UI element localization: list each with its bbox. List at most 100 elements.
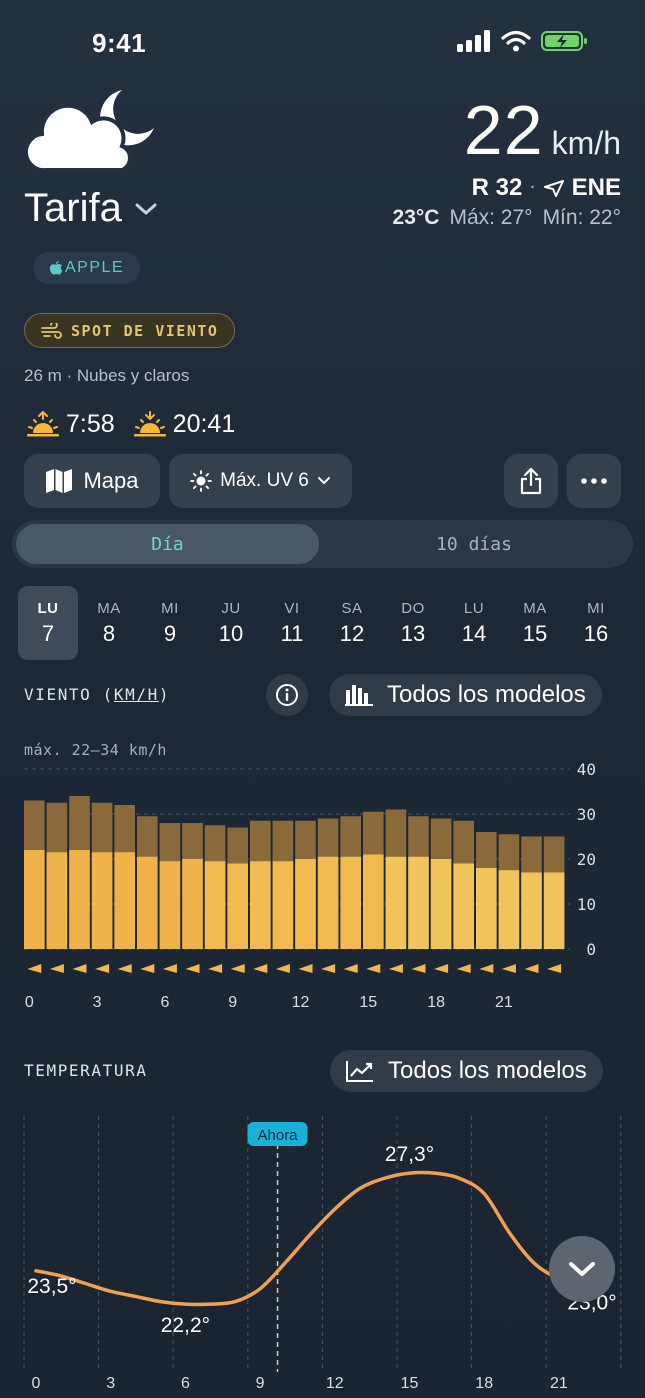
day-item[interactable]: MI 16 [566, 586, 626, 660]
y-tick-label: 30 [577, 805, 596, 824]
wind-models-label: Todos los modelos [387, 681, 586, 708]
day-number: 14 [461, 620, 487, 646]
wind-bar [385, 856, 407, 949]
wind-bar [408, 856, 429, 949]
day-item[interactable]: LU 14 [444, 586, 504, 660]
day-item[interactable]: MA 8 [79, 586, 139, 660]
partly-cloudy-night-icon [26, 90, 154, 172]
wind-bar [91, 852, 113, 949]
wind-bar [430, 859, 452, 949]
y-tick-label: 0 [586, 940, 596, 959]
scroll-down-button[interactable] [549, 1236, 615, 1302]
wind-bar [204, 861, 226, 949]
map-button[interactable]: Mapa [24, 454, 160, 508]
direction-arrow [275, 964, 290, 973]
more-icon [581, 478, 607, 484]
wind-speed-unit: km/h [551, 125, 621, 161]
wind-bar [363, 854, 384, 949]
bar-chart-icon [345, 685, 373, 706]
current-wind: 22 km/h [464, 90, 621, 170]
chevron-down-icon [317, 477, 330, 485]
status-icons [457, 30, 589, 52]
day-item[interactable]: VI 11 [262, 586, 322, 660]
wind-bar [521, 872, 542, 949]
day-number: 15 [522, 620, 548, 646]
day-item[interactable]: DO 13 [383, 586, 443, 660]
tab-10-days[interactable]: 10 días [436, 533, 512, 555]
wind-bar [272, 861, 294, 949]
direction-arrow [185, 964, 200, 973]
x-tick-label: 18 [427, 994, 445, 1011]
sun-icon [190, 470, 213, 492]
x-tick-label: 6 [160, 994, 169, 1011]
wind-title-text: VIENTO ( [24, 685, 114, 704]
direction-arrow [253, 964, 268, 973]
wind-title-end: ) [158, 685, 171, 704]
temp-models-button[interactable]: Todos los modelos [330, 1050, 603, 1092]
wind-unit-link[interactable]: KM/H [113, 685, 159, 704]
x-tick-label: 0 [32, 1375, 41, 1392]
day-number: 13 [400, 620, 426, 646]
separator-dot: · [530, 179, 536, 196]
direction-arrow [298, 964, 313, 973]
wind-bar [46, 852, 68, 949]
direction-arrow [343, 964, 358, 973]
y-tick-label: 40 [577, 760, 596, 779]
day-number: 9 [163, 620, 177, 646]
direction-arrow [479, 964, 494, 973]
direction-arrow [321, 964, 336, 973]
source-badge-label: APPLE [65, 259, 125, 276]
day-name: MI [161, 599, 179, 617]
info-button[interactable] [266, 674, 308, 716]
day-name: DO [401, 599, 425, 617]
tab-day[interactable]: Día [16, 524, 319, 564]
wind-bar [295, 859, 316, 949]
temp-row: 23°C Máx: 27° Mín: 22° [393, 206, 621, 230]
direction-arrow [411, 964, 426, 973]
day-number: 7 [41, 620, 55, 646]
temperature-line [34, 1170, 586, 1307]
direction-arrow [95, 964, 110, 973]
x-tick-label: 12 [292, 994, 310, 1011]
share-button[interactable] [504, 454, 558, 508]
sunset: 20:41 [133, 410, 235, 439]
direction-arrow [366, 964, 381, 973]
day-number: 16 [583, 620, 609, 646]
direction-arrow [49, 964, 64, 973]
wind-bar [340, 856, 361, 949]
day-item[interactable]: JU 10 [201, 586, 261, 660]
direction-arrow [117, 964, 132, 973]
direction-arrow [27, 964, 42, 973]
y-tick-label: 20 [577, 850, 596, 869]
direction-arrow [230, 964, 245, 973]
day-item[interactable]: SA 12 [322, 586, 382, 660]
direction-arrow [208, 964, 223, 973]
location-selector[interactable]: Tarifa [24, 186, 158, 231]
day-number: 10 [218, 620, 244, 646]
x-tick-label: 9 [228, 994, 237, 1011]
day-number: 8 [102, 620, 116, 646]
sunrise-time: 7:58 [66, 410, 115, 438]
direction-arrow [524, 964, 539, 973]
now-badge [247, 1122, 308, 1146]
day-item[interactable]: MI 9 [140, 586, 200, 660]
sunrise-icon [27, 410, 59, 436]
wind-direction-arrow-icon [543, 180, 564, 197]
wind-bar [498, 870, 520, 949]
day-item[interactable]: MA 15 [505, 586, 565, 660]
wind-section-title: VIENTO (KM/H) [24, 685, 170, 704]
x-tick-label: 18 [475, 1375, 493, 1392]
wind-bar [182, 859, 203, 949]
temp-models-label: Todos los modelos [388, 1057, 587, 1084]
temperature-label: 27,3° [385, 1143, 434, 1166]
wind-models-button[interactable]: Todos los modelos [329, 674, 602, 716]
more-button[interactable] [567, 454, 621, 508]
day-item[interactable]: LU 7 [18, 586, 78, 660]
direction-arrow [456, 964, 471, 973]
x-tick-label: 0 [25, 994, 34, 1011]
spot-badge[interactable]: SPOT DE VIENTO [24, 313, 236, 348]
source-badge[interactable]: APPLE [33, 252, 141, 284]
x-tick-label: 21 [550, 1375, 568, 1392]
uv-button[interactable]: Máx. UV 6 [169, 454, 352, 508]
